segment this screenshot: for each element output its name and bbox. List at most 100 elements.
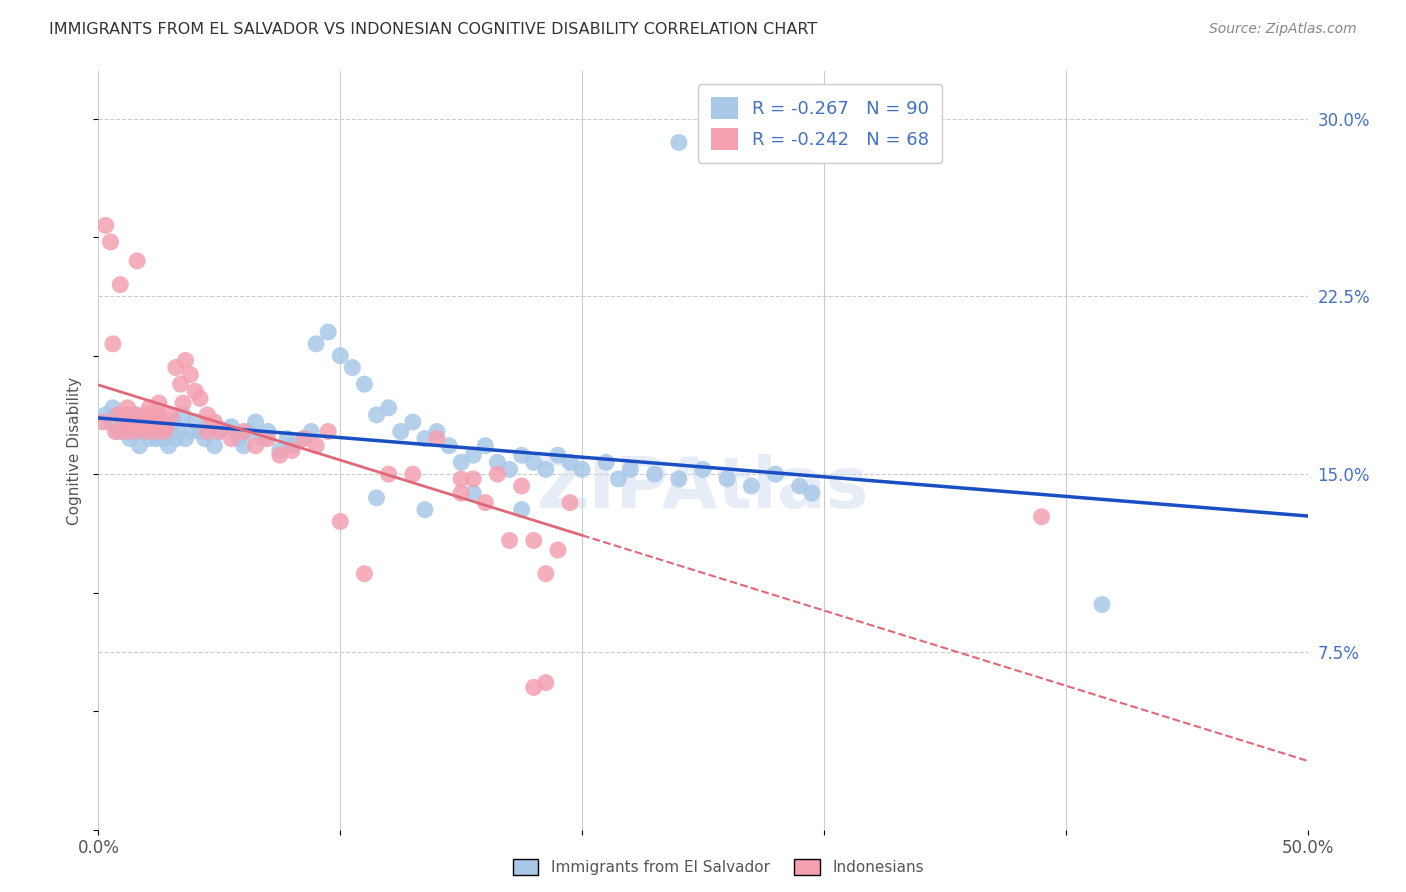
Point (204, 415, 226, 429)
Point (474, 495, 496, 509)
Point (179, 425, 201, 439)
Point (238, 425, 260, 439)
Point (450, 455, 472, 469)
Point (152, 425, 174, 439)
Text: Indonesians: Indonesians (832, 860, 924, 874)
Legend: R = -0.267   N = 90, R = -0.242   N = 68: R = -0.267 N = 90, R = -0.242 N = 68 (697, 84, 942, 162)
Point (228, 432, 250, 446)
Point (108, 277, 131, 292)
Point (127, 254, 149, 268)
Point (121, 425, 143, 439)
Point (256, 425, 278, 439)
Point (558, 455, 581, 469)
Point (474, 439, 496, 453)
Point (157, 439, 180, 453)
Point (498, 533, 520, 548)
Point (188, 425, 211, 439)
Point (138, 432, 160, 446)
Point (208, 425, 231, 439)
Point (245, 439, 267, 453)
Text: Immigrants from El Salvador: Immigrants from El Salvador (551, 860, 770, 874)
Point (179, 368, 201, 382)
Point (150, 415, 173, 429)
Point (143, 419, 166, 434)
Point (155, 419, 177, 434)
Point (114, 425, 136, 439)
Point (165, 360, 187, 375)
Point (450, 486, 472, 500)
Point (101, 336, 124, 351)
Point (389, 425, 412, 439)
Point (143, 425, 166, 439)
Point (135, 408, 157, 422)
Point (1091, 598, 1114, 612)
Point (160, 408, 183, 422)
Point (232, 425, 254, 439)
Point (245, 415, 267, 429)
Point (305, 439, 328, 453)
Point (174, 353, 197, 368)
Point (111, 415, 134, 429)
Point (740, 479, 762, 493)
Point (124, 408, 146, 422)
Point (172, 408, 194, 422)
Point (342, 360, 364, 375)
Point (194, 432, 217, 446)
Point (104, 425, 127, 439)
Point (141, 425, 163, 439)
Point (162, 415, 184, 429)
Point (121, 415, 143, 429)
Point (426, 432, 449, 446)
Point (558, 495, 581, 509)
Point (619, 462, 641, 476)
Point (299, 425, 322, 439)
Point (131, 415, 153, 429)
Point (128, 439, 150, 453)
Point (510, 448, 533, 462)
Point (145, 432, 167, 446)
Point (111, 425, 134, 439)
Point (94, 408, 117, 422)
Point (377, 467, 399, 482)
Point (232, 439, 254, 453)
Point (107, 408, 129, 422)
Point (800, 486, 823, 500)
Point (107, 425, 129, 439)
Point (463, 472, 485, 486)
Point (256, 432, 278, 446)
Point (141, 415, 163, 429)
Point (377, 401, 399, 415)
Point (1031, 509, 1053, 524)
Y-axis label: Cognitive Disability: Cognitive Disability (67, 376, 83, 524)
Point (269, 443, 291, 458)
Point (402, 467, 425, 482)
Point (316, 425, 339, 439)
Point (486, 455, 509, 469)
Point (437, 439, 460, 453)
Point (160, 425, 183, 439)
Point (208, 425, 231, 439)
Point (184, 415, 207, 429)
Point (172, 396, 194, 410)
Point (101, 401, 124, 415)
Point (138, 401, 160, 415)
Point (413, 432, 436, 446)
Point (534, 675, 557, 690)
Text: Source: ZipAtlas.com: Source: ZipAtlas.com (1209, 22, 1357, 37)
Point (498, 462, 520, 476)
Point (114, 408, 136, 422)
Point (124, 425, 146, 439)
Point (269, 448, 291, 462)
Point (134, 425, 156, 439)
Point (534, 566, 557, 581)
Point (150, 425, 173, 439)
Point (463, 448, 485, 462)
Point (118, 432, 141, 446)
Point (789, 479, 811, 493)
Point (668, 136, 690, 150)
Point (450, 472, 472, 486)
Point (366, 408, 388, 422)
Point (221, 419, 243, 434)
Point (486, 467, 509, 482)
Point (668, 472, 690, 486)
